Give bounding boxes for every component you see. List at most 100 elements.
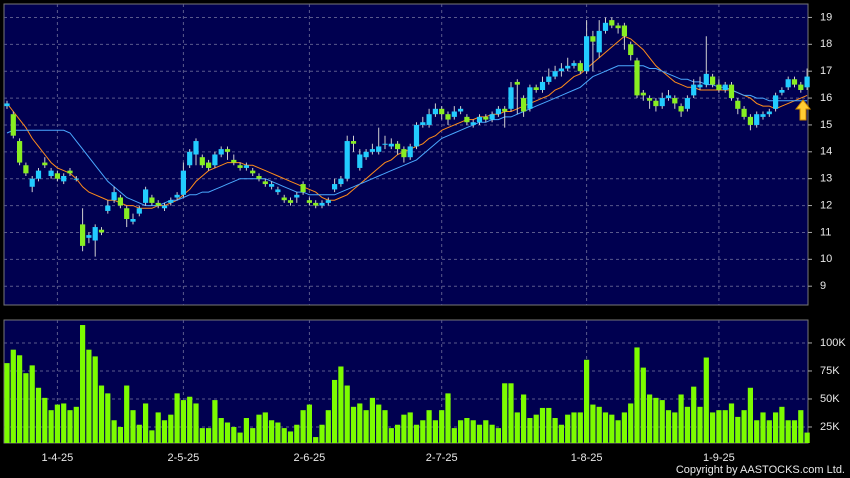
candle-body	[804, 76, 810, 88]
volume-bar	[92, 356, 98, 443]
volume-bar	[130, 410, 136, 443]
candle-body	[294, 194, 300, 198]
candle-body	[256, 176, 262, 179]
candle-body	[647, 98, 653, 101]
candle-body	[773, 95, 779, 109]
candle-body	[161, 205, 168, 209]
volume-bar	[17, 355, 23, 443]
candle-body	[287, 200, 294, 203]
candle-body	[231, 159, 237, 163]
volume-bar	[29, 365, 35, 443]
x-tick-label: 2-5-25	[168, 452, 200, 464]
candle-body	[281, 197, 287, 201]
candle-body	[640, 92, 646, 96]
volume-bar	[275, 422, 281, 443]
candle-body	[779, 90, 785, 93]
copyright: Copyright by AASTOCKS.com Ltd.	[676, 464, 845, 476]
volume-bar	[313, 437, 319, 443]
x-tick-label: 2-6-25	[294, 452, 326, 464]
plot-layer: 9 10 11 12 13 14 15 16 17 18 19 25K 50K 75K 100K 1-4-25…	[4, 4, 846, 464]
candle-body	[785, 79, 791, 88]
candle-body	[155, 202, 161, 206]
candle-body	[250, 170, 256, 174]
volume-bar	[691, 386, 697, 443]
volume-bar	[124, 385, 130, 443]
candle-body	[539, 81, 546, 90]
volume-bar	[804, 432, 810, 443]
volume-bar	[281, 428, 287, 443]
candle-body	[735, 100, 741, 109]
candle-body	[590, 36, 596, 42]
candle-body	[275, 189, 281, 193]
volume-bar	[495, 428, 501, 443]
volume-bar	[212, 400, 218, 443]
volume-bar	[596, 406, 602, 443]
volume-bar	[193, 403, 199, 443]
candle-body	[628, 44, 634, 56]
volume-bar	[798, 410, 804, 443]
candle-body	[193, 141, 199, 155]
y-tick-label: 10	[820, 253, 832, 265]
candle-body	[527, 87, 533, 109]
candle-body	[439, 108, 445, 115]
candle-body	[168, 200, 174, 203]
volume-bar	[716, 410, 722, 443]
volume-bar	[401, 414, 407, 443]
candle-body	[552, 71, 558, 77]
candle-body	[691, 84, 697, 96]
candle-body	[262, 181, 268, 185]
volume-bar	[218, 418, 224, 443]
candle-body	[212, 154, 218, 166]
volume-bar	[432, 420, 438, 443]
volume-bar	[445, 393, 451, 443]
volume-bar	[300, 410, 306, 443]
candle-body	[325, 200, 331, 203]
candle-body	[451, 111, 457, 117]
candle-body	[149, 197, 155, 203]
candle-body	[489, 114, 495, 120]
volume-bar	[647, 394, 653, 443]
volume-bar	[678, 394, 684, 443]
volume-bar	[269, 420, 275, 443]
volume-bar	[382, 410, 388, 443]
volume-bar	[161, 420, 168, 443]
volume-bar	[187, 396, 193, 443]
volume-bar	[180, 400, 186, 443]
volume-bar	[508, 383, 514, 443]
candle-body	[684, 98, 690, 109]
volume-bar	[590, 404, 596, 443]
candle-body	[4, 103, 10, 107]
volume-bar	[584, 359, 590, 443]
candle-body	[29, 178, 35, 187]
candle-body	[615, 25, 621, 29]
candle-body	[338, 178, 344, 185]
volume-bar	[546, 407, 552, 443]
volume-bar	[174, 393, 180, 443]
candle-body	[584, 36, 590, 72]
candle-body	[747, 116, 753, 125]
candle-body	[432, 108, 438, 115]
volume-bar	[357, 403, 363, 443]
candle-body	[672, 98, 678, 104]
volume-bar	[533, 414, 539, 443]
volume-bar	[250, 428, 256, 443]
volume-bar	[395, 424, 401, 443]
volume-bar	[61, 403, 67, 443]
y-tick-label: 100K	[820, 337, 846, 349]
candle-body	[710, 76, 716, 85]
y-tick-label: 12	[820, 199, 832, 211]
candle-body	[577, 63, 583, 72]
candle-body	[476, 116, 483, 123]
candle-body	[464, 116, 470, 123]
y-tick-label: 16	[820, 92, 832, 104]
candle-body	[571, 63, 577, 66]
volume-bar	[451, 428, 457, 443]
candle-body	[602, 22, 609, 31]
candle-body	[319, 202, 325, 206]
volume-bar	[741, 410, 747, 443]
candle-body	[697, 84, 703, 88]
volume-bar	[256, 414, 262, 443]
volume-bar	[338, 366, 344, 443]
candle-body	[86, 235, 92, 238]
